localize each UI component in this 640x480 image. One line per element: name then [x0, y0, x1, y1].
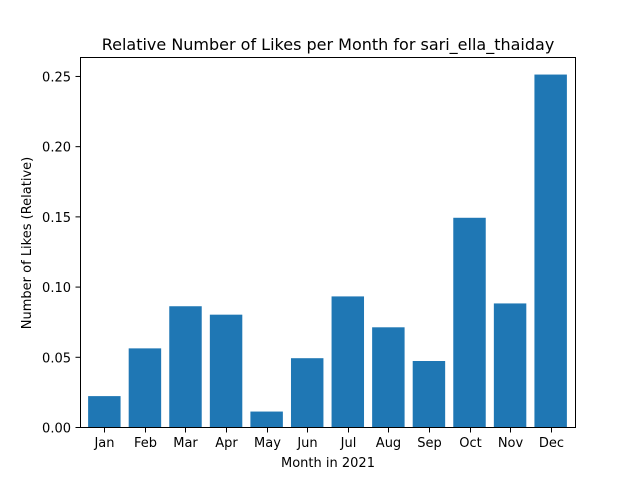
x-tick-label-nov: Nov [498, 436, 524, 451]
x-tick-label-mar: Mar [173, 436, 198, 451]
bar-aug [372, 327, 405, 427]
bar-apr [209, 314, 243, 427]
x-tick-label-jul: Jul [340, 436, 357, 451]
bar-jan [88, 396, 121, 427]
y-tick-label: 0.20 [42, 141, 71, 156]
bars-group [88, 74, 567, 428]
bar-jun [290, 358, 324, 427]
x-tick-label-feb: Feb [134, 436, 157, 451]
chart-title: Relative Number of Likes per Month for s… [102, 35, 555, 55]
x-axis-label: Month in 2021 [281, 456, 375, 471]
y-axis-label: Number of Likes (Relative) [20, 157, 35, 329]
x-tick-label-oct: Oct [459, 436, 481, 451]
y-tick-label: 0.25 [42, 70, 71, 85]
bar-may [250, 411, 283, 427]
x-tick-label-aug: Aug [376, 436, 401, 451]
y-tick-label: 0.15 [42, 211, 71, 226]
bar-nov [493, 303, 527, 427]
bar-sep [412, 361, 446, 427]
bar-dec [534, 74, 567, 428]
x-tick-label-may: May [254, 436, 281, 451]
x-tick-label-jun: Jun [296, 436, 317, 451]
y-axis-ticks: 0.00 0.05 0.10 0.15 0.20 0.25 [42, 70, 81, 437]
x-tick-label-jan: Jan [93, 436, 114, 451]
bar-mar [169, 306, 202, 427]
y-tick-label: 0.00 [42, 422, 71, 437]
x-tick-label-dec: Dec [539, 436, 564, 451]
plot-frame [80, 57, 576, 428]
y-tick-label: 0.05 [42, 351, 71, 366]
x-tick-label-sep: Sep [417, 436, 442, 451]
x-axis-ticks: Jan Feb Mar Apr May Jun Jul Aug Sep Oct Nov Dec [93, 427, 564, 451]
bar-oct [453, 217, 486, 427]
bar-feb [128, 348, 162, 427]
y-tick-label: 0.10 [42, 281, 71, 296]
x-tick-label-apr: Apr [215, 436, 238, 451]
bar-jul [331, 296, 365, 427]
